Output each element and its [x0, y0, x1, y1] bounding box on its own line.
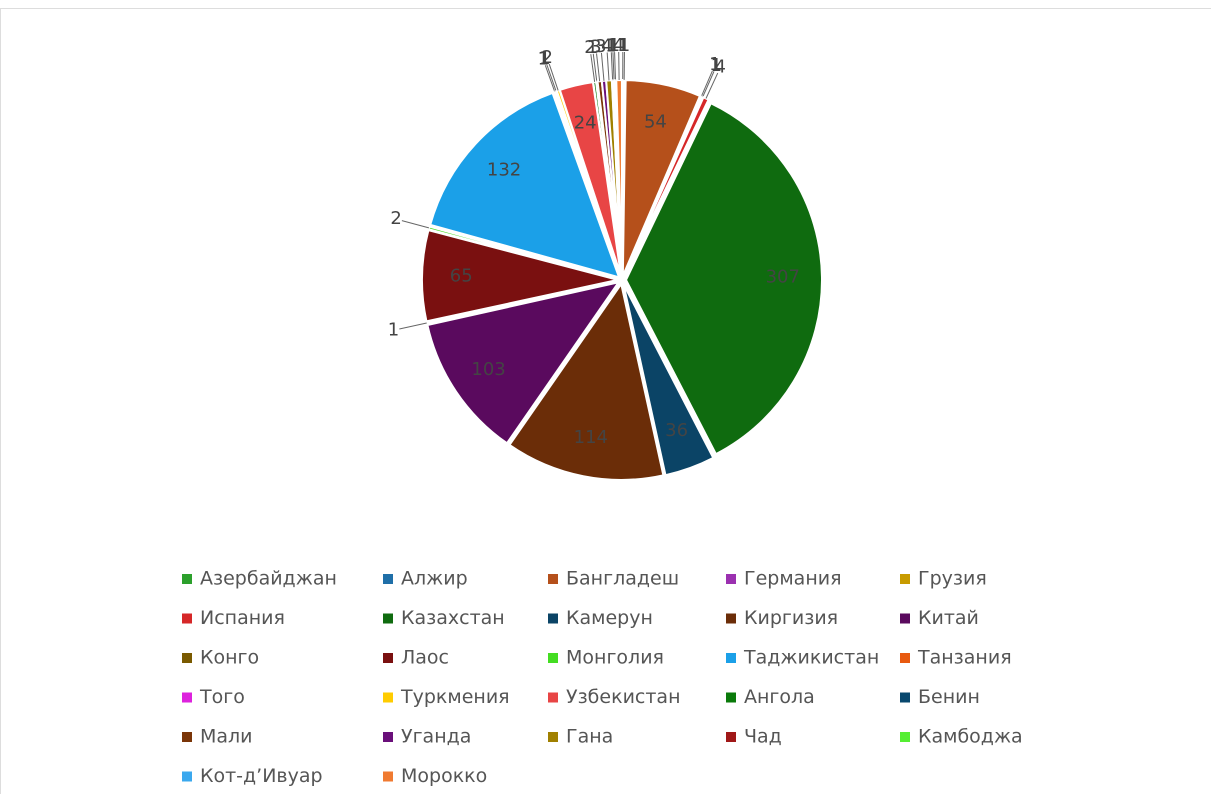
legend-swatch: [383, 693, 393, 703]
legend-label: Бенин: [918, 686, 980, 708]
legend-swatch: [548, 574, 558, 584]
legend-swatch: [182, 614, 192, 624]
legend-label: Танзания: [917, 647, 1012, 669]
legend-label: Того: [199, 686, 245, 708]
legend-swatch: [383, 732, 393, 742]
legend-swatch: [726, 614, 736, 624]
legend-label: Монголия: [566, 647, 664, 669]
data-label: 103: [471, 359, 505, 380]
legend-label: Чад: [744, 726, 782, 748]
data-label: 2: [542, 47, 553, 68]
legend-swatch: [900, 693, 910, 703]
legend-label: Камбоджа: [918, 726, 1023, 748]
legend-label: Узбекистан: [566, 686, 681, 708]
legend-label: Казахстан: [401, 607, 505, 629]
leader-line: [607, 52, 609, 80]
data-label: 65: [450, 266, 473, 287]
legend-swatch: [548, 693, 558, 703]
legend-label: Конго: [200, 647, 259, 669]
leader-line: [601, 53, 604, 81]
legend-label: Ангола: [744, 686, 815, 708]
data-label: 4: [715, 57, 726, 78]
legend-swatch: [726, 732, 736, 742]
legend-label: Грузия: [918, 568, 987, 590]
legend-label: Алжир: [401, 568, 468, 590]
legend-label: Азербайджан: [200, 568, 337, 590]
data-label: 4: [613, 35, 624, 56]
legend-swatch: [726, 653, 736, 663]
legend-label: Морокко: [401, 765, 487, 787]
legend-swatch: [548, 614, 558, 624]
legend-label: Киргизия: [744, 607, 838, 629]
leader-line: [399, 323, 426, 329]
legend-swatch: [182, 772, 192, 782]
legend-label: Мали: [200, 726, 253, 748]
legend-swatch: [182, 693, 192, 703]
data-label: 1: [388, 319, 399, 340]
data-label: 2: [390, 208, 401, 229]
legend-label: Китай: [918, 607, 979, 629]
legend-label: Таджикистан: [743, 647, 879, 669]
legend-label: Камерун: [566, 607, 653, 629]
legend-label: Лаос: [401, 647, 449, 669]
legend-label: Германия: [744, 568, 842, 590]
data-label: 24: [574, 112, 597, 133]
legend-swatch: [900, 653, 910, 663]
legend-label: Испания: [200, 607, 285, 629]
legend-swatch: [900, 732, 910, 742]
legend-label: Бангладеш: [566, 568, 679, 590]
legend-label: Гана: [566, 726, 613, 748]
legend-swatch: [383, 574, 393, 584]
legend-label: Уганда: [401, 726, 471, 748]
legend-swatch: [726, 574, 736, 584]
legend-swatch: [548, 732, 558, 742]
data-label: 307: [766, 267, 800, 288]
leader-line: [402, 221, 429, 228]
legend-label: Кот-д’Ивуар: [200, 765, 323, 787]
data-label: 36: [665, 420, 688, 441]
data-label: 114: [574, 427, 608, 448]
legend-label: Туркмения: [400, 686, 510, 708]
legend-swatch: [900, 574, 910, 584]
legend-swatch: [182, 574, 192, 584]
legend-swatch: [383, 653, 393, 663]
legend-swatch: [900, 614, 910, 624]
legend-swatch: [182, 732, 192, 742]
data-label: 132: [487, 160, 521, 181]
data-label: 54: [644, 112, 667, 133]
legend-swatch: [726, 693, 736, 703]
legend-swatch: [383, 772, 393, 782]
legend-swatch: [182, 653, 192, 663]
legend-swatch: [548, 653, 558, 663]
leader-line: [613, 52, 614, 80]
leader-line: [615, 52, 616, 80]
legend-swatch: [383, 614, 393, 624]
